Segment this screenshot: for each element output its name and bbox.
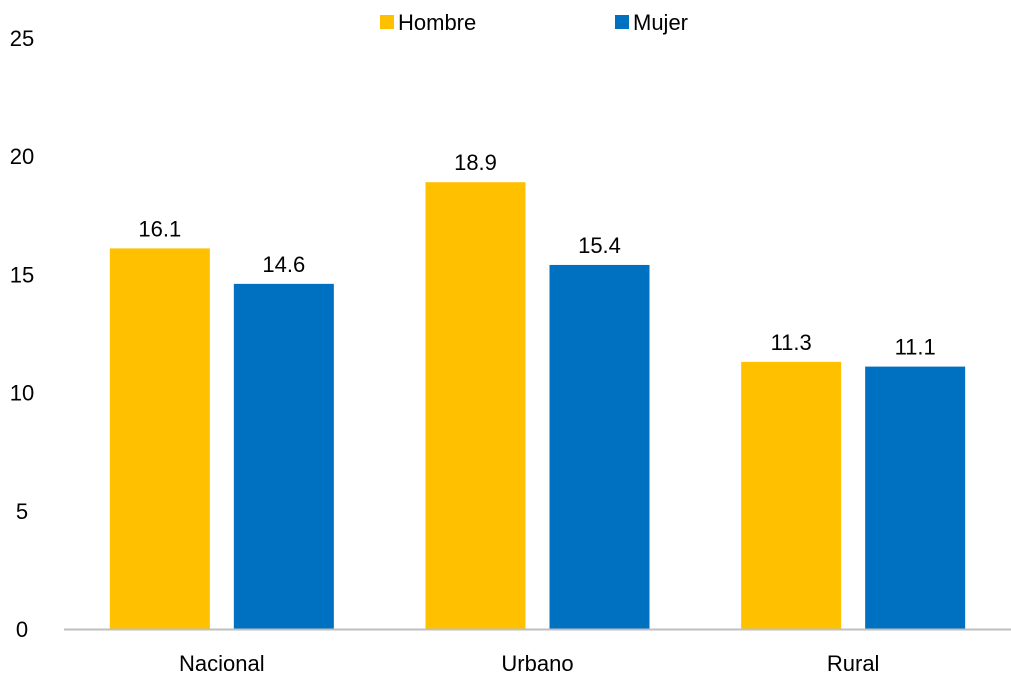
y-tick-label: 15 <box>10 262 34 287</box>
data-label: 11.1 <box>895 335 936 360</box>
legend-swatch <box>615 15 629 29</box>
x-axis: Nacional Urbano Rural <box>179 651 879 674</box>
x-category-label: Rural <box>827 651 880 674</box>
x-category-label: Urbano <box>501 651 573 674</box>
bar-hombre-nacional <box>109 248 210 629</box>
x-category-label: Nacional <box>179 651 265 674</box>
y-tick-label: 20 <box>10 144 34 169</box>
legend-swatch <box>380 15 394 29</box>
legend-item-mujer: Mujer <box>615 10 688 35</box>
y-tick-label: 25 <box>10 26 34 51</box>
y-tick-label: 5 <box>16 499 28 524</box>
legend-item-hombre: Hombre <box>380 10 476 35</box>
y-tick-label: 0 <box>16 617 28 642</box>
data-label: 16.1 <box>138 216 181 241</box>
data-label: 14.6 <box>262 252 305 277</box>
bars <box>109 182 966 630</box>
bar-mujer-rural <box>865 366 966 629</box>
bar-mujer-urbano <box>549 264 650 629</box>
data-label: 15.4 <box>578 233 621 258</box>
data-label: 11.3 <box>771 330 812 355</box>
y-axis: 0 5 10 15 20 25 <box>10 26 34 642</box>
legend-label: Mujer <box>633 10 688 35</box>
data-label: 18.9 <box>454 150 497 175</box>
y-tick-label: 10 <box>10 381 34 406</box>
bar-hombre-rural <box>741 361 842 629</box>
bar-hombre-urbano <box>425 182 526 630</box>
data-labels: 16.1 14.6 18.9 15.4 11.3 11.1 <box>138 150 935 359</box>
legend: Hombre Mujer <box>380 10 688 35</box>
bar-mujer-nacional <box>233 283 334 629</box>
legend-label: Hombre <box>398 10 476 35</box>
